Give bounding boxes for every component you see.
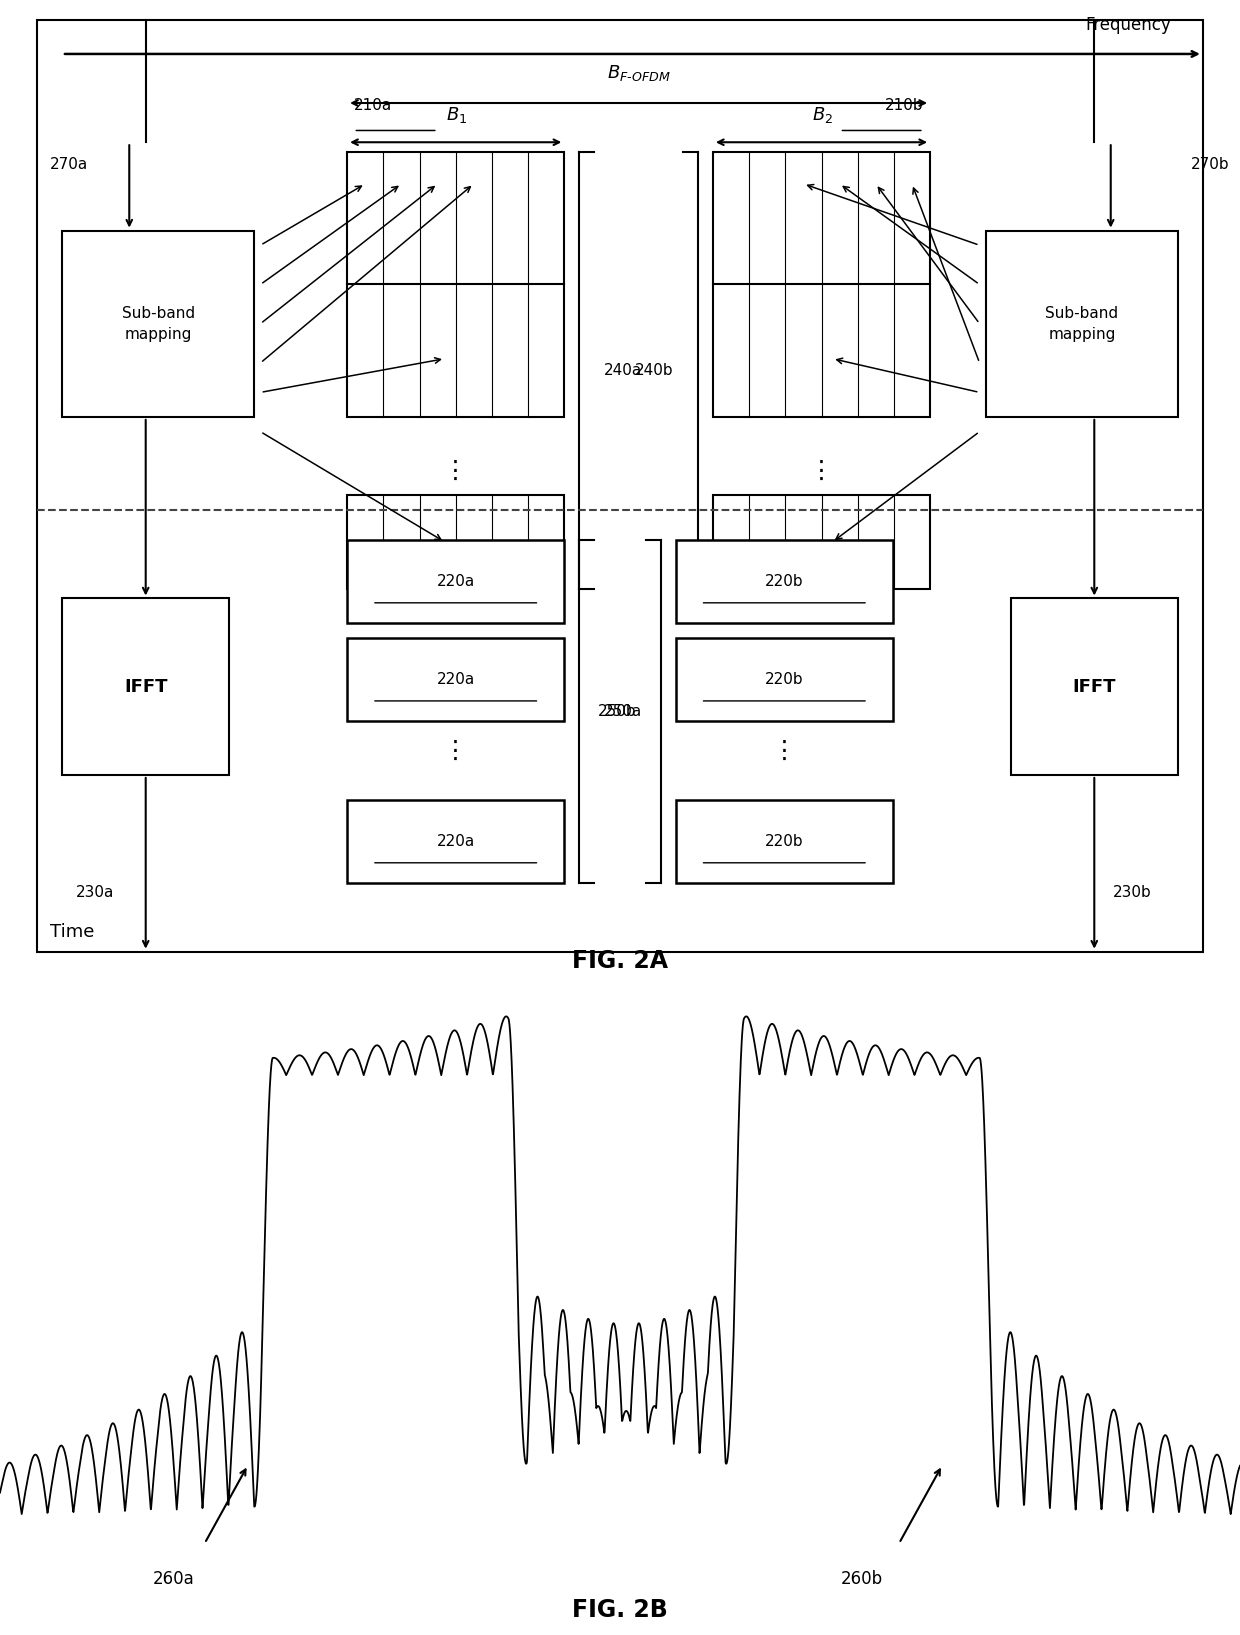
Text: Sub-band
mapping: Sub-band mapping [122, 306, 195, 342]
Text: $B_2$: $B_2$ [811, 105, 833, 124]
Bar [347, 540, 564, 623]
Text: IFFT: IFFT [1073, 677, 1116, 697]
Bar [62, 231, 254, 417]
Bar [713, 152, 930, 417]
Bar [62, 598, 229, 775]
Bar [347, 495, 564, 589]
Text: 220a: 220a [436, 574, 475, 589]
Bar [676, 800, 893, 883]
Text: $B_1$: $B_1$ [445, 105, 467, 124]
Text: 220a: 220a [436, 672, 475, 687]
Text: 240b: 240b [635, 363, 673, 378]
Bar [347, 800, 564, 883]
Text: 210b: 210b [885, 98, 924, 113]
Text: 270b: 270b [1190, 157, 1229, 172]
Text: FIG. 2A: FIG. 2A [572, 950, 668, 973]
Text: 220a: 220a [436, 834, 475, 849]
Text: 250b: 250b [598, 703, 636, 719]
Text: ⋮: ⋮ [771, 739, 797, 762]
Text: Sub-band
mapping: Sub-band mapping [1045, 306, 1118, 342]
Text: $B_{F\text{-}OFDM}$: $B_{F\text{-}OFDM}$ [606, 64, 671, 83]
Text: 210a: 210a [353, 98, 392, 113]
Text: FIG. 2B: FIG. 2B [572, 1597, 668, 1622]
Text: ⋮: ⋮ [443, 459, 469, 482]
Bar [676, 638, 893, 721]
Bar [676, 540, 893, 623]
Text: Frequency: Frequency [1085, 15, 1171, 34]
Text: 250a: 250a [604, 703, 642, 719]
Bar [347, 152, 564, 417]
Text: Time: Time [50, 922, 94, 942]
Text: 240a: 240a [604, 363, 642, 378]
Text: 270a: 270a [50, 157, 88, 172]
Text: 220b: 220b [765, 574, 804, 589]
Bar [347, 638, 564, 721]
Text: 260b: 260b [841, 1570, 883, 1588]
Text: 220b: 220b [765, 672, 804, 687]
Text: IFFT: IFFT [124, 677, 167, 697]
Text: 260a: 260a [153, 1570, 195, 1588]
Bar [986, 231, 1178, 417]
Text: ⋮: ⋮ [443, 739, 469, 762]
Text: 220b: 220b [765, 834, 804, 849]
Text: 230a: 230a [77, 885, 114, 901]
Text: 230b: 230b [1112, 885, 1152, 901]
Bar [1011, 598, 1178, 775]
Bar [713, 495, 930, 589]
Text: ⋮: ⋮ [808, 459, 835, 482]
